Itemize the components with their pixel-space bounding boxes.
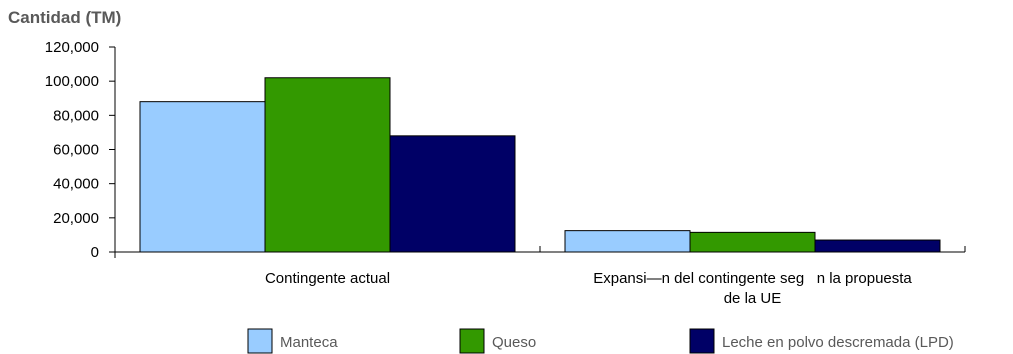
axes xyxy=(114,47,966,258)
legend-label: Manteca xyxy=(280,334,338,351)
x-category-label: de la UE xyxy=(724,290,782,307)
y-axis-title: Cantidad (TM) xyxy=(8,8,121,27)
bar-manteca-1 xyxy=(564,230,691,253)
bar-leche-en-polvo-descremada-lpd-0 xyxy=(389,135,516,253)
bar-queso-1 xyxy=(689,231,816,253)
legend-label: Leche en polvo descremada (LPD) xyxy=(722,334,954,351)
y-tick-label: 60,000 xyxy=(53,142,99,159)
bars xyxy=(139,77,941,253)
y-tick-label: 40,000 xyxy=(53,176,99,193)
y-tick-label: 20,000 xyxy=(53,210,99,227)
bar-manteca-0 xyxy=(139,101,266,253)
x-axis-categories: Contingente actual Expansi—n del continge… xyxy=(265,270,912,307)
y-tick-label: 100,000 xyxy=(45,73,99,90)
legend-swatch xyxy=(689,328,715,354)
legend: Manteca Queso Leche en polvo descremada (L… xyxy=(247,328,954,354)
y-tick-label: 0 xyxy=(91,244,99,261)
bar-leche-en-polvo-descremada-lpd-1 xyxy=(814,239,941,253)
y-axis: 0 20,000 40,000 60,000 80,000 100,000 120,000 xyxy=(45,39,115,261)
legend-swatch xyxy=(459,328,485,354)
y-tick-label: 120,000 xyxy=(45,39,99,56)
x-category-label: Expansi—n del contingente seg n la propu… xyxy=(593,270,912,287)
y-tick-label: 80,000 xyxy=(53,107,99,124)
bar-queso-0 xyxy=(264,77,391,253)
legend-swatch xyxy=(247,328,273,354)
legend-label: Queso xyxy=(492,334,536,351)
x-category-label: Contingente actual xyxy=(265,270,390,287)
